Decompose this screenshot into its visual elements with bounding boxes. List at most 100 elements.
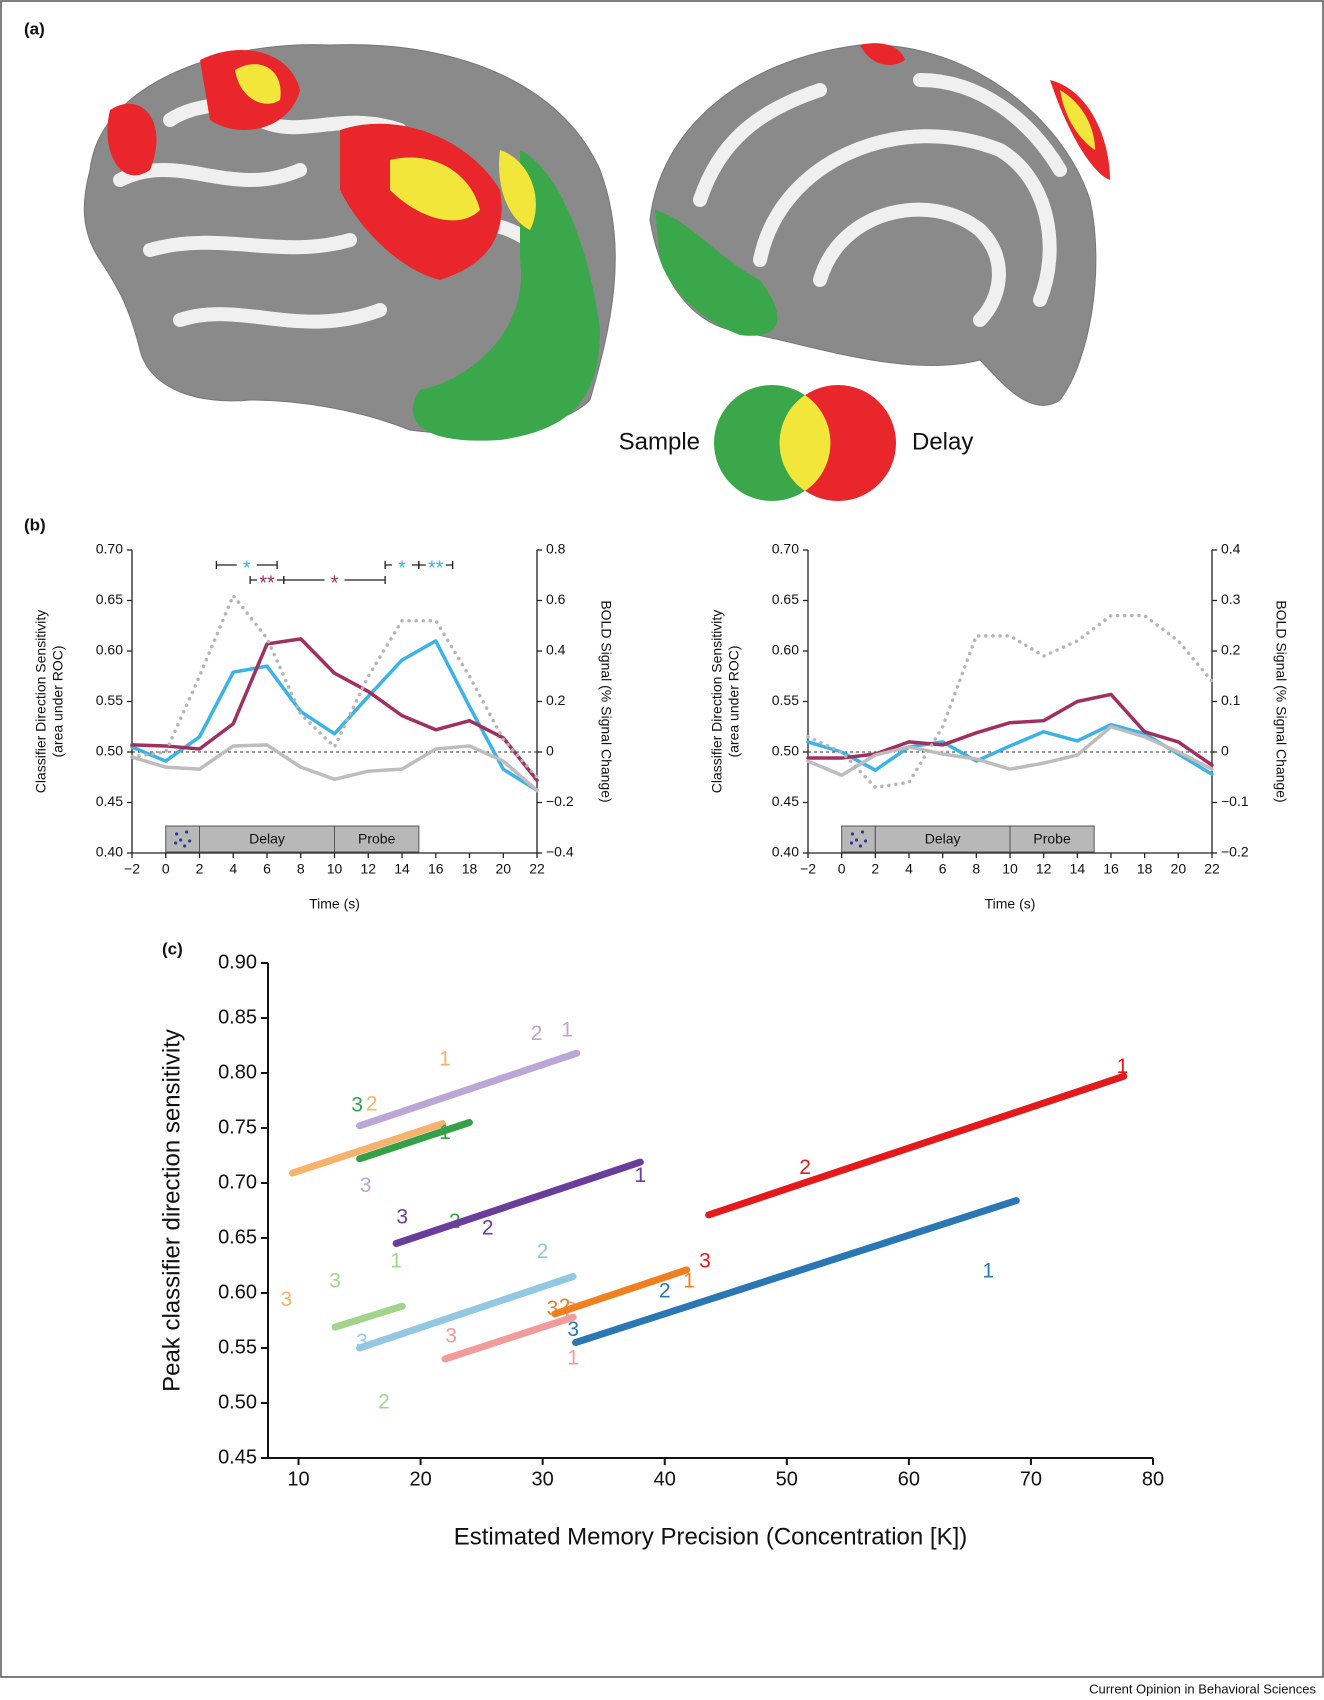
brain-medial (649, 43, 1110, 406)
series-line (130, 593, 539, 779)
x-axis-label: Time (s) (309, 896, 360, 912)
y-axis-label: (area under ROC) (50, 645, 66, 757)
segment-label: 2 (799, 1156, 811, 1179)
x-tick-label: 20 (1171, 861, 1187, 877)
sample-dot (854, 838, 859, 842)
x-tick-label: 30 (532, 1468, 554, 1490)
segment-label: 3 (280, 1288, 292, 1311)
x-tick-label: 18 (462, 861, 478, 877)
sample-dot (185, 830, 189, 834)
y-tick-label: 0.60 (218, 1281, 257, 1303)
segment-label: 2 (531, 1022, 543, 1045)
segment-label: 1 (561, 1019, 573, 1042)
y2-tick-label: 0.8 (546, 541, 566, 557)
y-tick-label: 0.50 (218, 1391, 257, 1413)
epoch-label: Probe (358, 831, 396, 847)
x-tick-label: 4 (229, 861, 237, 877)
y-tick-label: 0.45 (218, 1446, 257, 1468)
y-tick-label: 0.55 (772, 692, 799, 708)
x-tick-label: 10 (1002, 861, 1018, 877)
y2-tick-label: −0.1 (1221, 793, 1249, 809)
y-tick-label: 0.45 (96, 793, 123, 809)
segment-label: 3 (329, 1270, 341, 1293)
y-tick-label: 0.75 (218, 1116, 257, 1138)
x-tick-label: 2 (196, 861, 204, 877)
epoch-box (334, 825, 420, 853)
x-axis-label: Time (s) (985, 896, 1036, 912)
x-tick-label: 10 (327, 861, 343, 877)
y-tick-label: 0.70 (96, 541, 123, 557)
x-tick-label: 8 (297, 861, 305, 877)
y-tick-label: 0.65 (772, 591, 799, 607)
significance-label: ** (259, 572, 275, 594)
y-tick-label: 0.40 (96, 844, 123, 860)
legend-label: Delay (912, 428, 973, 455)
segment-label: 3 (567, 1318, 579, 1341)
y-tick-label: 0.50 (96, 743, 123, 759)
sample-dot (179, 838, 183, 842)
sample-dot (860, 830, 865, 834)
y-axis-label: Classifier Direction Sensitivity (33, 610, 49, 794)
segment-label: 3 (360, 1174, 372, 1197)
x-tick-label: 60 (898, 1468, 920, 1490)
epoch-box (874, 825, 1011, 853)
x-tick-label: 0 (162, 861, 170, 877)
segment-label: 2 (537, 1240, 549, 1263)
segment-label: 2 (659, 1279, 671, 1302)
y-tick-label: 0.45 (772, 793, 799, 809)
series-line (130, 637, 539, 783)
x-tick-label: 20 (409, 1468, 431, 1490)
x-tick-label: 22 (529, 861, 545, 877)
y2-tick-label: 0.2 (1221, 642, 1241, 658)
y2-tick-label: 0 (546, 743, 554, 759)
x-tick-label: 50 (776, 1468, 798, 1490)
y2-axis-label: BOLD Signal (% Signal Change) (1273, 600, 1289, 802)
segment-label: 3 (396, 1206, 408, 1229)
sample-dot (174, 841, 178, 845)
segment (356, 1273, 577, 1352)
x-tick-label: 4 (905, 861, 913, 877)
series-line (806, 692, 1214, 767)
y2-tick-label: 0 (1221, 743, 1229, 759)
y-tick-label: 0.70 (218, 1171, 257, 1193)
panel-label: (b) (24, 515, 46, 534)
label-bg (257, 573, 277, 587)
activation (860, 43, 905, 65)
segment-label: 3 (356, 1330, 368, 1353)
sample-dot (188, 839, 192, 843)
segment-label: 1 (982, 1260, 994, 1283)
y2-tick-label: 0.4 (1221, 541, 1241, 557)
x-tick-label: 0 (838, 861, 846, 877)
segment-label: 3 (351, 1094, 363, 1117)
segment-label: 3 (547, 1297, 559, 1320)
segment-label: 1 (683, 1270, 695, 1293)
y-tick-label: 0.90 (218, 951, 257, 973)
y2-tick-label: −0.4 (546, 844, 574, 860)
x-tick-label: 14 (1070, 861, 1086, 877)
x-tick-label: 16 (1103, 861, 1119, 877)
y-tick-label: 0.70 (772, 541, 799, 557)
segment-label: 1 (1117, 1055, 1129, 1078)
segment (356, 1049, 581, 1130)
x-tick-label: 2 (871, 861, 879, 877)
y-axis-label: Classifier Direction Sensitivity (709, 610, 725, 794)
activation (1060, 90, 1095, 150)
label-bg (236, 558, 257, 572)
segment-label: 2 (378, 1391, 390, 1414)
label-bg (392, 558, 412, 572)
y2-axis-label: BOLD Signal (% Signal Change) (598, 600, 614, 802)
segment-label: 2 (366, 1092, 378, 1115)
segment-label: 3 (699, 1250, 711, 1273)
panel-label: (a) (24, 19, 45, 38)
y-axis-label: (area under ROC) (726, 645, 742, 757)
x-tick-label: 20 (495, 861, 511, 877)
segment-label: 2 (482, 1217, 494, 1240)
label-bg (324, 573, 345, 587)
epoch-box (841, 825, 876, 853)
y2-tick-label: 0.2 (546, 692, 566, 708)
segment (705, 1072, 1128, 1219)
y-tick-label: 0.50 (772, 743, 799, 759)
x-tick-label: 18 (1137, 861, 1153, 877)
y-tick-label: 0.65 (96, 591, 123, 607)
